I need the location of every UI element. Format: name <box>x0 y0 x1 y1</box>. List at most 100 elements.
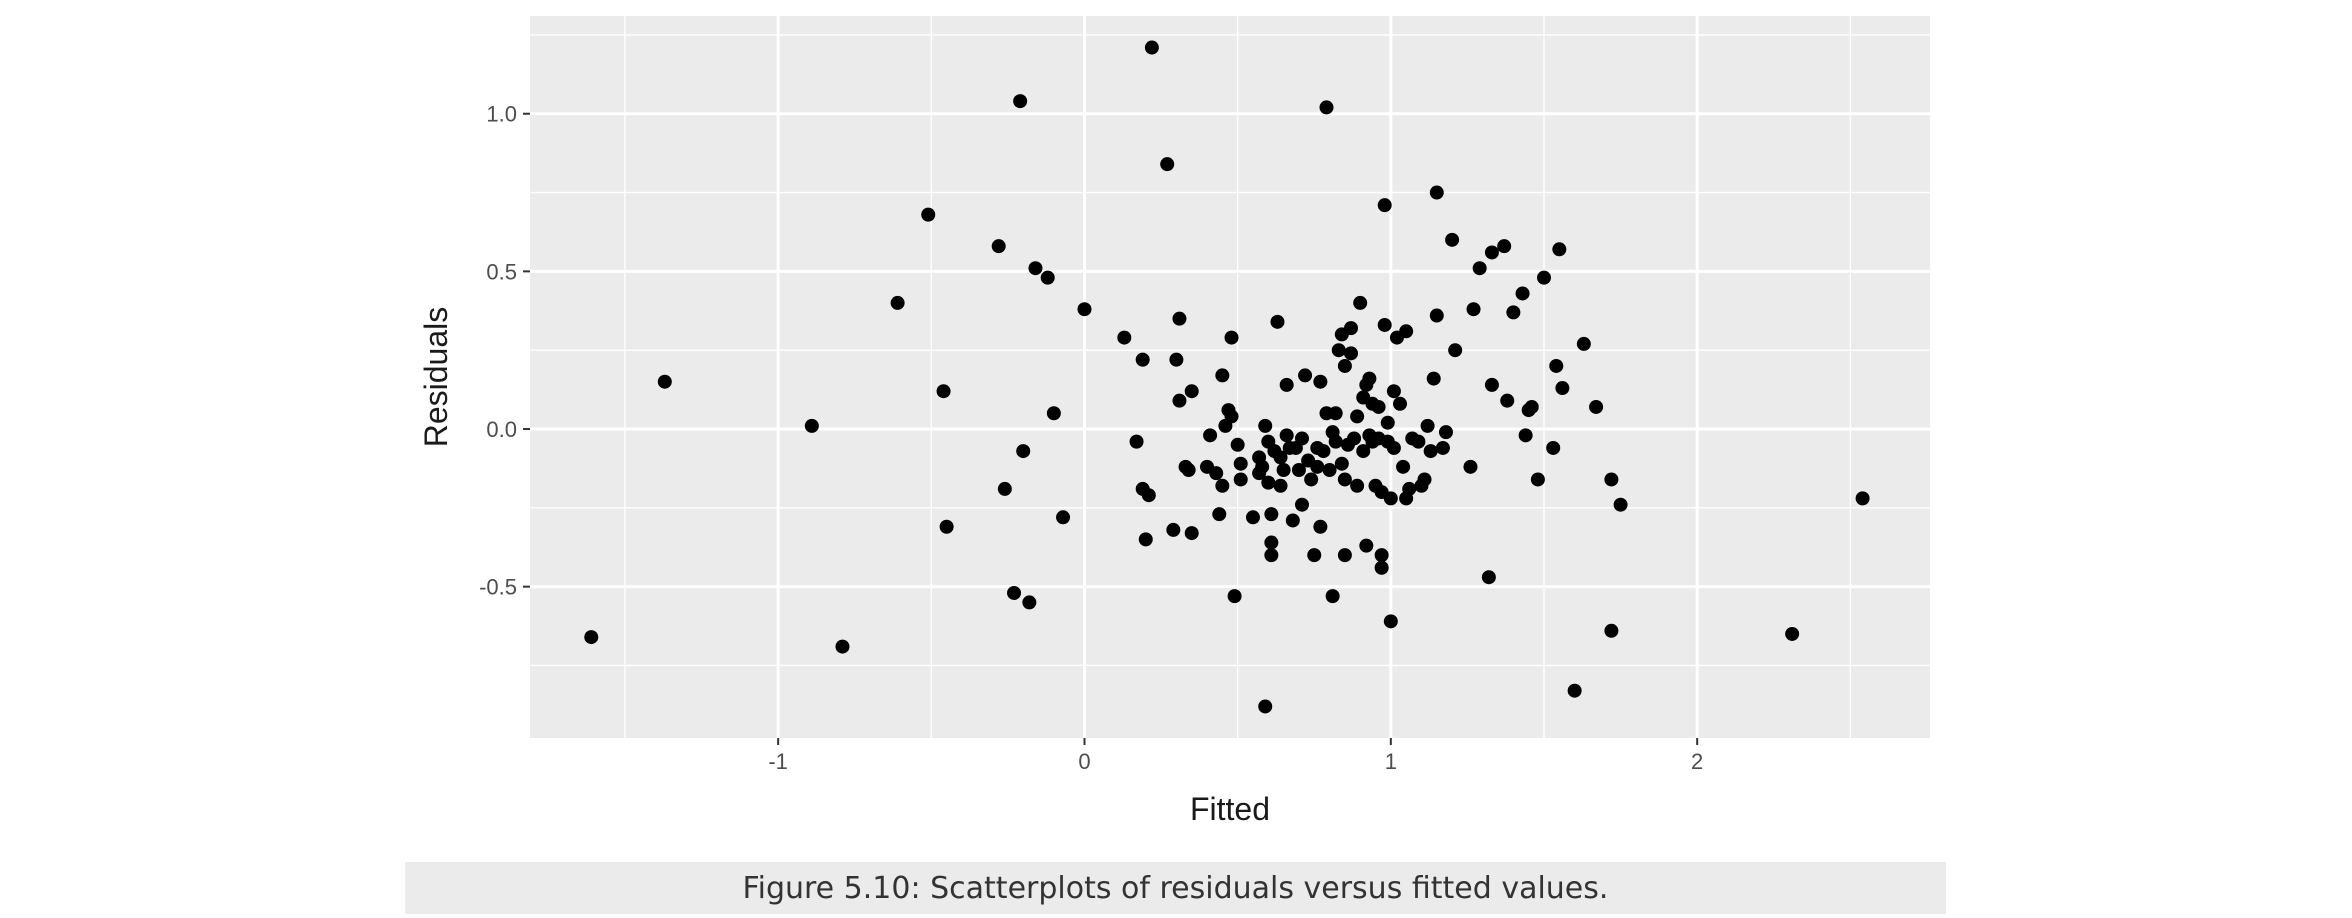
data-point <box>1506 305 1521 320</box>
plot-panel <box>530 16 1930 738</box>
data-point <box>1230 437 1245 452</box>
y-axis-ticks: -0.5 0.0 0.5 1.0 <box>479 102 530 600</box>
data-point <box>1203 428 1218 443</box>
data-point <box>1552 242 1567 257</box>
data-point <box>1350 409 1365 424</box>
data-point <box>1402 481 1417 496</box>
data-point <box>1294 497 1309 512</box>
data-point <box>804 418 819 433</box>
data-point <box>1261 475 1276 490</box>
data-point <box>1294 431 1309 446</box>
data-point <box>1417 472 1432 487</box>
data-point <box>1117 330 1132 345</box>
data-point <box>1215 478 1230 493</box>
data-point <box>1386 384 1401 399</box>
data-point <box>1466 302 1481 317</box>
data-point <box>1077 302 1092 317</box>
data-points <box>584 40 1870 714</box>
data-point <box>1371 399 1386 414</box>
data-point <box>1497 239 1512 254</box>
data-point <box>1291 463 1306 478</box>
data-point <box>1518 428 1533 443</box>
data-point <box>1435 440 1450 455</box>
data-point <box>1227 589 1242 604</box>
data-point <box>1524 399 1539 414</box>
data-point <box>1129 434 1144 449</box>
data-point <box>1445 232 1460 247</box>
data-point <box>939 519 954 534</box>
data-point <box>1313 374 1328 389</box>
scatter-chart: -1 0 1 2 -0.5 0.0 0.5 1.0 Fitted Residuals <box>418 16 1930 827</box>
data-point <box>1245 510 1260 525</box>
y-tick-label: 0.5 <box>486 259 517 284</box>
data-point <box>1276 463 1291 478</box>
data-point <box>1438 425 1453 440</box>
data-point <box>1411 434 1426 449</box>
data-point <box>1160 157 1175 172</box>
data-point <box>1212 507 1227 522</box>
data-point <box>1181 463 1196 478</box>
data-point <box>1209 466 1224 481</box>
data-point <box>1377 198 1392 213</box>
data-point <box>1396 459 1411 474</box>
data-point <box>1028 261 1043 276</box>
data-point <box>1337 358 1352 373</box>
data-point <box>1484 245 1499 260</box>
data-point <box>1016 444 1031 459</box>
data-point <box>1362 371 1377 386</box>
data-point <box>1359 538 1374 553</box>
data-point <box>1331 343 1346 358</box>
data-point <box>1429 185 1444 200</box>
data-point <box>584 630 599 645</box>
data-point <box>1328 406 1343 421</box>
data-point <box>1383 491 1398 506</box>
data-point <box>991 239 1006 254</box>
data-point <box>1350 478 1365 493</box>
data-point <box>657 374 672 389</box>
data-point <box>997 481 1012 496</box>
data-point <box>1386 440 1401 455</box>
data-point <box>1279 428 1294 443</box>
data-point <box>1258 418 1273 433</box>
data-point <box>1423 444 1438 459</box>
data-point <box>1215 368 1230 383</box>
data-point <box>1184 526 1199 541</box>
figure-caption: Figure 5.10: Scatterplots of residuals v… <box>405 862 1946 914</box>
data-point <box>1420 418 1435 433</box>
data-point <box>1258 699 1273 714</box>
data-point <box>1374 560 1389 575</box>
data-point <box>1255 459 1270 474</box>
data-point <box>1270 314 1285 329</box>
data-point <box>1022 595 1037 610</box>
data-point <box>1344 321 1359 336</box>
data-point <box>1056 510 1071 525</box>
data-point <box>1307 548 1322 563</box>
data-point <box>1567 683 1582 698</box>
data-point <box>1589 399 1604 414</box>
data-point <box>1380 415 1395 430</box>
data-point <box>1546 440 1561 455</box>
data-point <box>1007 585 1022 600</box>
data-point <box>1316 444 1331 459</box>
data-point <box>921 207 936 222</box>
x-tick-label: 0 <box>1078 749 1090 774</box>
data-point <box>1141 488 1156 503</box>
data-point <box>1604 472 1619 487</box>
data-point <box>1549 358 1564 373</box>
data-point <box>1334 456 1349 471</box>
data-point <box>1613 497 1628 512</box>
data-point <box>1224 330 1239 345</box>
data-point <box>1273 478 1288 493</box>
y-tick-label: 1.0 <box>486 102 517 127</box>
data-point <box>1325 589 1340 604</box>
data-point <box>936 384 951 399</box>
data-point <box>1279 377 1294 392</box>
data-point <box>1344 346 1359 361</box>
data-point <box>1429 308 1444 323</box>
data-point <box>1166 522 1181 537</box>
data-point <box>1264 507 1279 522</box>
data-point <box>1046 406 1061 421</box>
data-point <box>1604 623 1619 638</box>
data-point <box>1393 396 1408 411</box>
data-point <box>1500 393 1515 408</box>
